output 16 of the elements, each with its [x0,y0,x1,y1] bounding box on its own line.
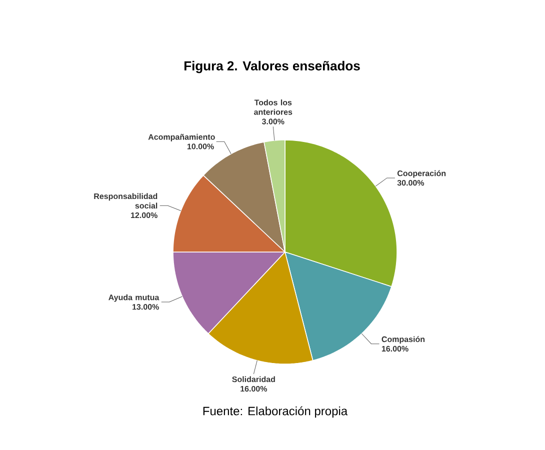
slice-label: Compasión [382,336,425,344]
data-label: 16.00% [240,386,268,392]
slice-label: Responsabilidad social [94,193,158,209]
source-note: Fuente: Elaboración propia [203,406,348,418]
data-label: 3.00% [262,118,284,124]
chart-title: Figura 2. Valores enseñados [184,60,360,74]
slice-label: Solidaridad [232,376,275,382]
slice-label: Ayuda mutua [108,294,160,302]
data-label: 16.00% [382,346,408,352]
data-label: 12.00% [131,212,158,218]
data-label: 30.00% [397,180,424,186]
slice-label: Todos los anteriores [254,99,292,115]
slice-label: Acompañamiento [148,134,215,142]
data-label: 13.00% [132,304,159,310]
slice-label: Cooperación [397,170,446,178]
data-label: 10.00% [187,144,214,150]
